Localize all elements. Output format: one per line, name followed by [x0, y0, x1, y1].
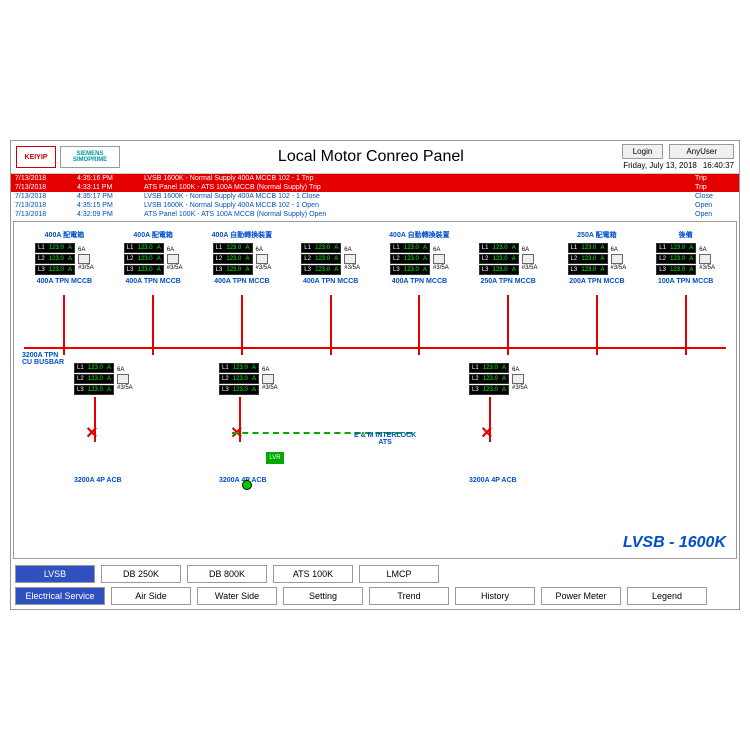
logo-siemens-bot: SIMOPRIME	[73, 157, 107, 163]
header: KEIYIP SIEMENS SIMOPRIME Local Motor Con…	[11, 141, 739, 174]
time-display: 16:40:37	[703, 161, 734, 170]
meter-block: L1123.0A L2123.0A L3123.0A 6A#3/5A	[656, 243, 715, 275]
nav-air-side[interactable]: Air Side	[111, 587, 191, 605]
nav-trend[interactable]: Trend	[369, 587, 449, 605]
nav-setting[interactable]: Setting	[283, 587, 363, 605]
nav-row-1: LVSB DB 250K DB 800K ATS 100K LMCP	[15, 565, 735, 583]
header-right: Login AnyUser Friday, July 13, 2018 16:4…	[622, 144, 734, 170]
interlock-label: E & M INTERLOCKATS	[354, 432, 416, 446]
nav-legend[interactable]: Legend	[627, 587, 707, 605]
feeder: 400A 自動轉換裝置 L1123.0A L2123.0A L3123.0A 6…	[378, 230, 460, 285]
nav-db-800k[interactable]: DB 800K	[187, 565, 267, 583]
alarm-list: 7/13/20184:35:16 PMLVSB 1600K - Normal S…	[11, 174, 739, 219]
logo-keiyip: KEIYIP	[16, 146, 56, 168]
single-line-diagram: 400A 配電箱 L1123.0A L2123.0A L3123.0A 6A#3…	[13, 221, 737, 559]
nav-lvsb[interactable]: LVSB	[15, 565, 95, 583]
logos: KEIYIP SIEMENS SIMOPRIME	[16, 146, 120, 168]
nav-power-meter[interactable]: Power Meter	[541, 587, 621, 605]
nav-row-2: Electrical Service Air Side Water Side Sett…	[15, 587, 735, 605]
feeder: 後備 L1123.0A L2123.0A L3123.0A 6A#3/5A 10…	[645, 230, 727, 285]
meter-block: L1123.0A L2123.0A L3123.0A 6A#3/5A	[35, 243, 94, 275]
alarm-row[interactable]: 7/13/20184:35:17 PMLVSB 1600K - Normal S…	[11, 192, 739, 201]
feeder: 400A 配電箱 L1123.0A L2123.0A L3123.0A 6A#3…	[23, 230, 105, 285]
user-display: AnyUser	[669, 144, 734, 159]
page-title: Local Motor Conreo Panel	[125, 148, 617, 166]
feeder-row: 400A 配電箱 L1123.0A L2123.0A L3123.0A 6A#3…	[14, 230, 736, 285]
meter-block: L1123.0A L2123.0A L3123.0A 6A#3/5A	[301, 243, 360, 275]
panel-name: LVSB - 1600K	[623, 534, 726, 552]
meter-block: L1123.0A L2123.0A L3123.0A 6A#3/5A	[74, 363, 133, 395]
busbar-label: 3200A TPNCU BUSBAR	[22, 352, 64, 366]
meter-block: L1123.0A L2123.0A L3123.0A 6A#3/5A	[124, 243, 183, 275]
breaker-icon[interactable]: ×	[86, 422, 98, 445]
nav-history[interactable]: History	[455, 587, 535, 605]
meter-block: L1123.0A L2123.0A L3123.0A 6A#3/5A	[469, 363, 528, 395]
feeder: 400A 配電箱 L1123.0A L2123.0A L3123.0A 6A#3…	[112, 230, 194, 285]
nav: LVSB DB 250K DB 800K ATS 100K LMCP Electrica…	[11, 561, 739, 609]
alarm-row[interactable]: 7/13/20184:33:11 PMATS Panel 100K - ATS …	[11, 183, 739, 192]
meter-block: L1123.0A L2123.0A L3123.0A 6A#3/5A	[479, 243, 538, 275]
login-button[interactable]: Login	[622, 144, 664, 159]
generator-icon	[242, 480, 252, 490]
acb-block: L1123.0A L2123.0A L3123.0A 6A#3/5A × 320…	[74, 360, 133, 484]
scada-panel: KEIYIP SIEMENS SIMOPRIME Local Motor Con…	[10, 140, 740, 610]
breaker-icon[interactable]: ×	[481, 422, 493, 445]
nav-lmcp[interactable]: LMCP	[359, 565, 439, 583]
meter-block: L1123.0A L2123.0A L3123.0A 6A#3/5A	[568, 243, 627, 275]
meter-block: L1123.0A L2123.0A L3123.0A 6A#3/5A	[213, 243, 272, 275]
nav-water-side[interactable]: Water Side	[197, 587, 277, 605]
acb-block: L1123.0A L2123.0A L3123.0A 6A#3/5A × 320…	[469, 360, 528, 484]
feeder: 400A 自動轉換裝置 L1123.0A L2123.0A L3123.0A 6…	[201, 230, 283, 285]
date-display: Friday, July 13, 2018	[623, 161, 697, 170]
alarm-row[interactable]: 7/13/20184:32:09 PMATS Panel 100K - ATS …	[11, 210, 739, 219]
meter-block: L1123.0A L2123.0A L3123.0A 6A#3/5A	[390, 243, 449, 275]
nav-ats-100k[interactable]: ATS 100K	[273, 565, 353, 583]
alarm-row[interactable]: 7/13/20184:35:16 PMLVSB 1600K - Normal S…	[11, 174, 739, 183]
alarm-row[interactable]: 7/13/20184:35:15 PMLVSB 1600K - Normal S…	[11, 201, 739, 210]
nav-db-250k[interactable]: DB 250K	[101, 565, 181, 583]
logo-siemens: SIEMENS SIMOPRIME	[60, 146, 120, 168]
lvr-indicator: LVR	[266, 452, 284, 464]
feeder: 250A 配電箱 L1123.0A L2123.0A L3123.0A 6A#3…	[556, 230, 638, 285]
feeder: L1123.0A L2123.0A L3123.0A 6A#3/5A 250A …	[467, 230, 549, 285]
feeder: L1123.0A L2123.0A L3123.0A 6A#3/5A 400A …	[290, 230, 372, 285]
acb-block: L1123.0A L2123.0A L3123.0A 6A#3/5A × 320…	[219, 360, 278, 484]
nav-electrical-service[interactable]: Electrical Service	[15, 587, 105, 605]
meter-block: L1123.0A L2123.0A L3123.0A 6A#3/5A	[219, 363, 278, 395]
busbar	[24, 347, 726, 349]
